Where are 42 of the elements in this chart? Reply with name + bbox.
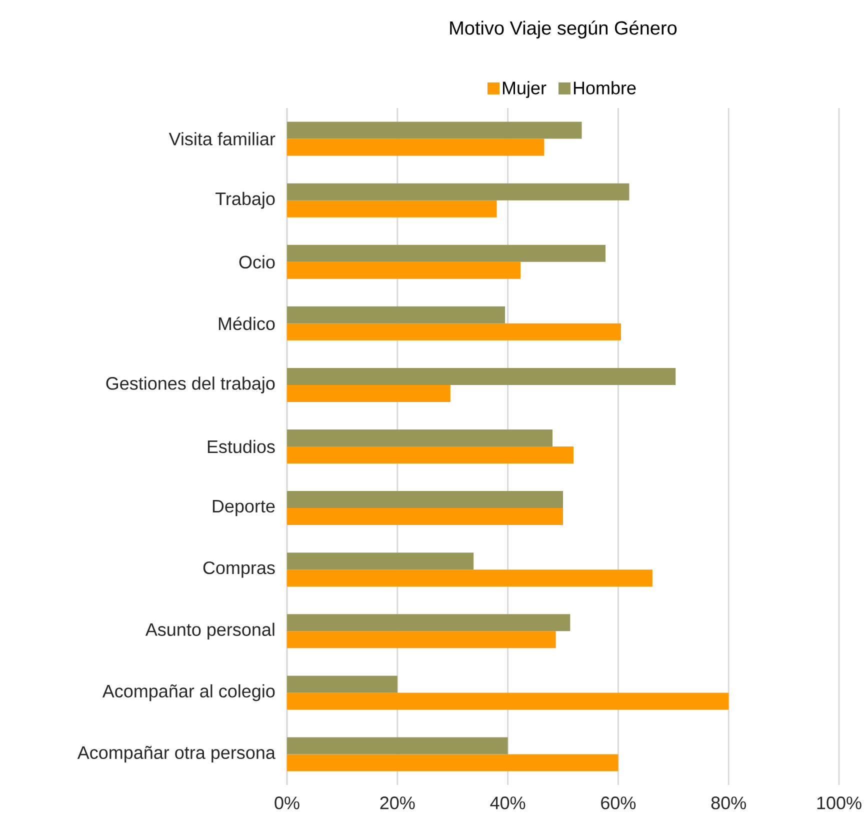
bar (287, 737, 508, 754)
bar (287, 552, 474, 570)
y-tick-label: Gestiones del trabajo (106, 376, 275, 394)
bar (287, 323, 621, 340)
bar (287, 570, 652, 587)
x-tick-label: 20% (380, 796, 415, 810)
bar (287, 430, 553, 447)
bar (287, 200, 497, 218)
bar (287, 368, 676, 385)
bar (287, 384, 450, 402)
bar (287, 676, 398, 693)
y-tick-label: Ocio (239, 255, 275, 268)
legend-label: Hombre (574, 81, 636, 94)
legend-label: Mujer (502, 81, 546, 98)
bar (287, 183, 630, 200)
bar (287, 138, 544, 156)
x-tick-label: 0% (274, 796, 300, 810)
bar (287, 491, 564, 508)
x-tick-label: 40% (490, 796, 526, 810)
bar (287, 508, 564, 526)
bar (287, 754, 618, 772)
bar (287, 446, 574, 464)
x-tick-label: 80% (711, 796, 746, 810)
y-tick-label: Asunto personal (145, 622, 274, 640)
bar (287, 122, 582, 139)
y-tick-label: Trabajo (216, 192, 275, 209)
bar (287, 692, 729, 710)
bar (287, 262, 520, 279)
y-tick-label: Médico (218, 316, 275, 330)
bar (287, 306, 506, 324)
x-tick-label: 60% (601, 796, 636, 810)
bar (287, 631, 556, 648)
y-tick-label: Acompañar al colegio (102, 684, 275, 702)
x-tick-label: 100% (817, 796, 862, 810)
y-tick-label: Compras (203, 561, 275, 578)
y-tick-label: Acompañar otra persona (77, 746, 276, 763)
bar (287, 244, 606, 262)
y-tick-label: Estudios (208, 440, 275, 454)
chart-title: Motivo Viaje según Género (450, 20, 677, 38)
bar (287, 614, 570, 632)
y-tick-label: Deporte (212, 500, 275, 516)
y-tick-label: Visita familiar (168, 132, 276, 146)
